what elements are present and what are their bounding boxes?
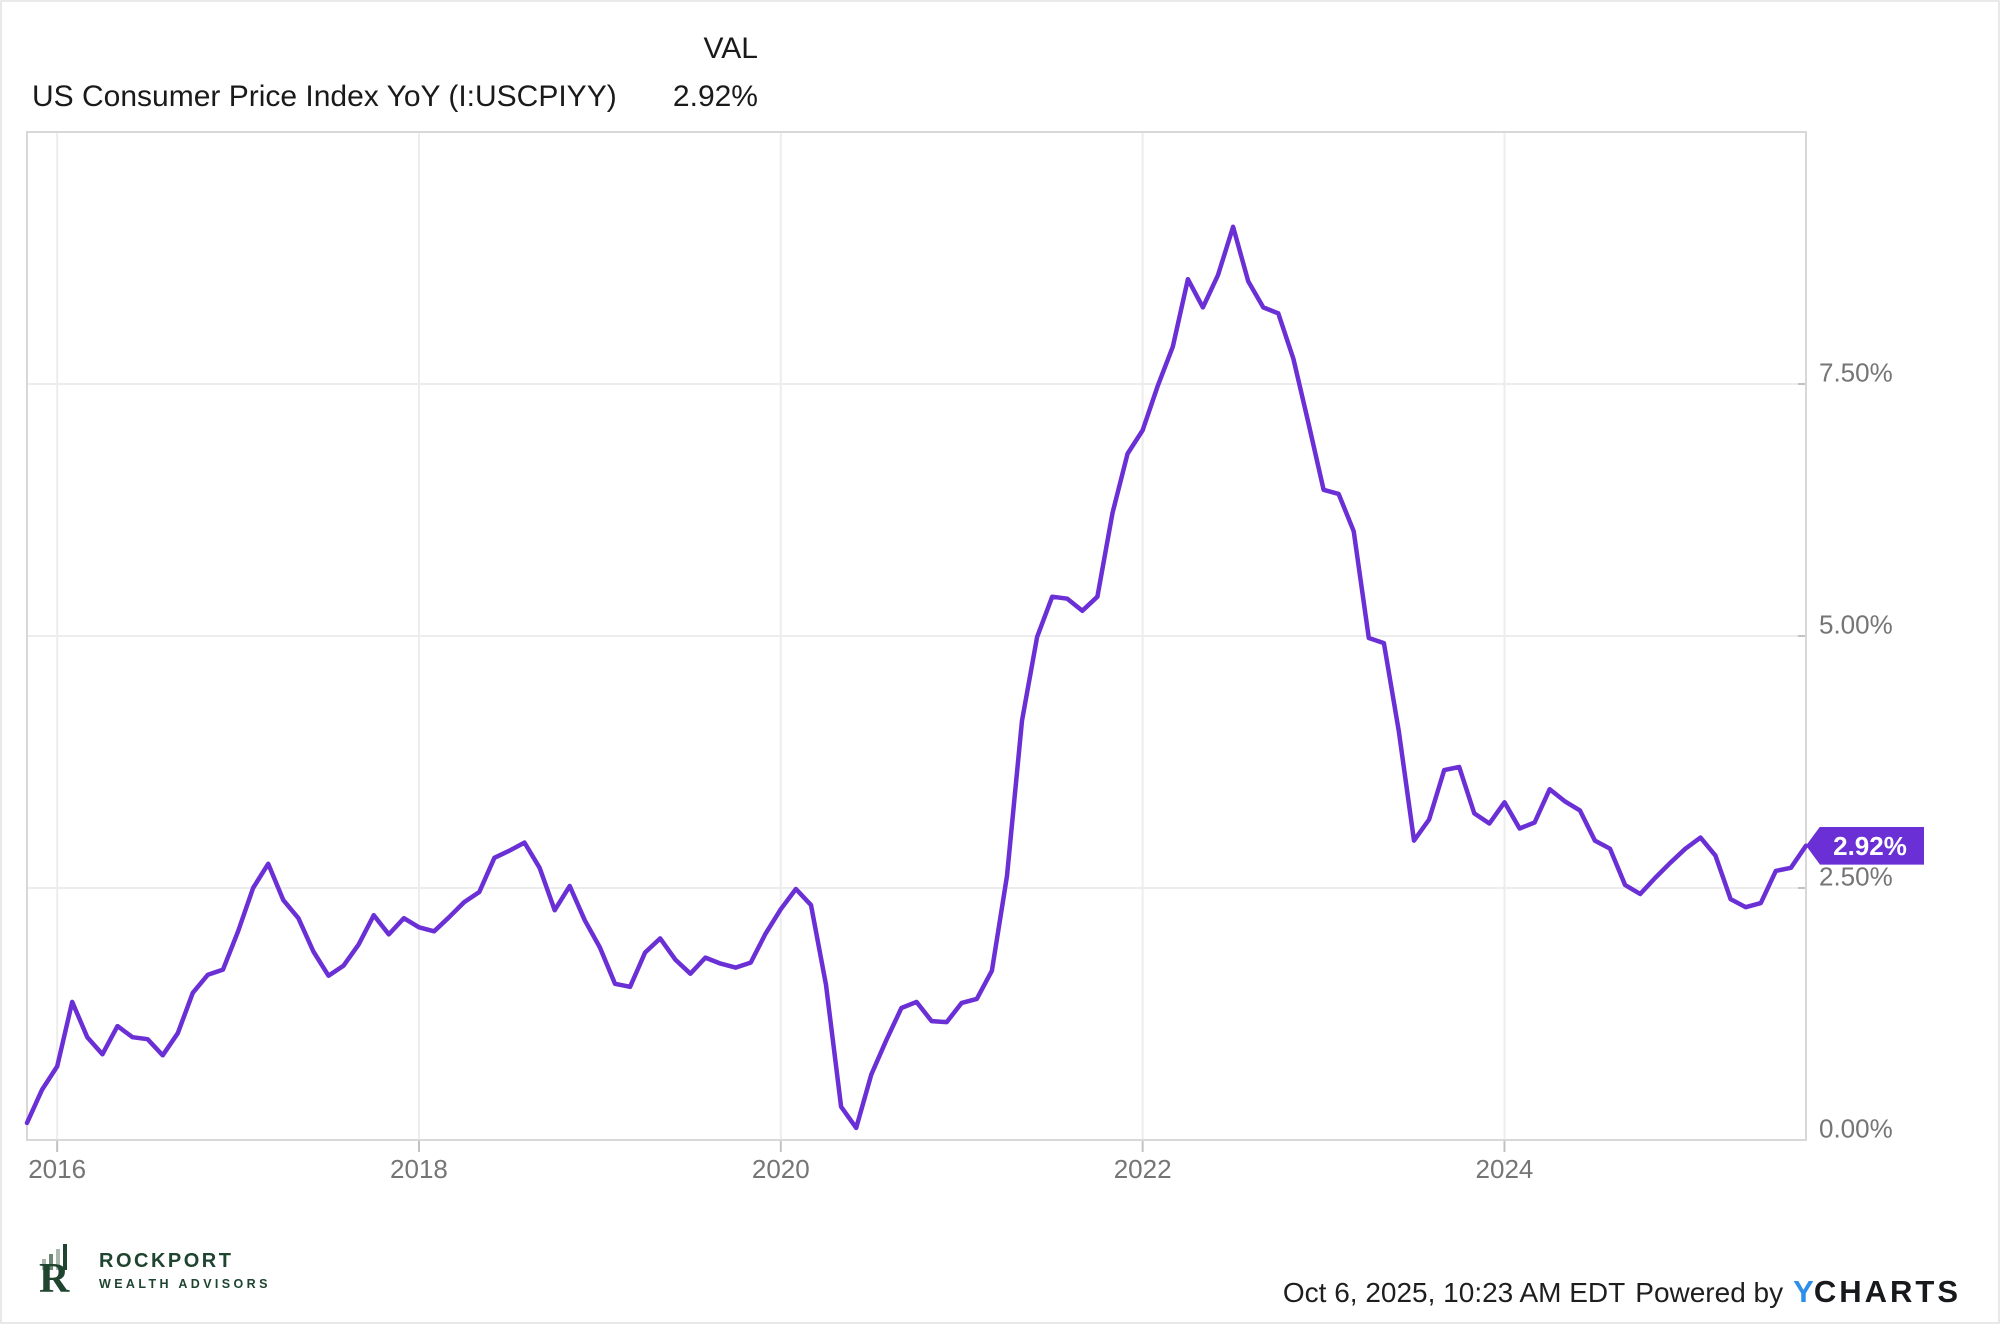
footer-attribution: Oct 6, 2025, 10:23 AM EDT Powered by YCH… [1283,1274,1961,1310]
y-axis-tick-label: 0.00% [1819,1113,1893,1144]
ycharts-logo: YCHARTS [1793,1274,1961,1310]
x-axis-tick-label: 2024 [1475,1154,1534,1184]
y-axis-tick-label: 2.50% [1819,861,1893,892]
rockport-name: ROCKPORT [99,1249,234,1272]
ycharts-y-mark: Y [1793,1274,1814,1309]
powered-by-label: Powered by [1635,1277,1784,1308]
x-axis-tick-label: 2020 [751,1154,810,1184]
ycharts-wordmark: CHARTS [1813,1274,1961,1309]
y-axis-tick-label: 7.50% [1819,357,1893,388]
latest-value: 2.92% [672,80,758,113]
x-axis-tick-label: 2016 [28,1154,87,1184]
chart-title: US Consumer Price Index YoY (I:USCPIYY) [32,80,617,113]
x-axis-tick-label: 2022 [1113,1154,1172,1184]
y-axis-tick-label: 5.00% [1819,609,1893,640]
bar-chart-icon [42,1244,67,1270]
rockport-logo-icon: R [39,1244,85,1300]
last-value-badge-text: 2.92% [1833,830,1907,861]
rockport-monogram: R [39,1256,70,1302]
x-axis-tick-label: 2018 [390,1154,448,1184]
rockport-logo: R ROCKPORT WEALTH ADVISORS [39,1244,271,1300]
rockport-subtitle: WEALTH ADVISORS [99,1276,271,1291]
timestamp: Oct 6, 2025, 10:23 AM EDT [1282,1277,1626,1308]
plot-frame [26,131,1807,1141]
cpi-yoy-series-line [24,224,1809,1131]
value-column-header: VAL [703,32,758,65]
rockport-logo-text: ROCKPORT WEALTH ADVISORS [99,1250,271,1291]
last-value-badge: 2.92% [1806,826,1924,865]
